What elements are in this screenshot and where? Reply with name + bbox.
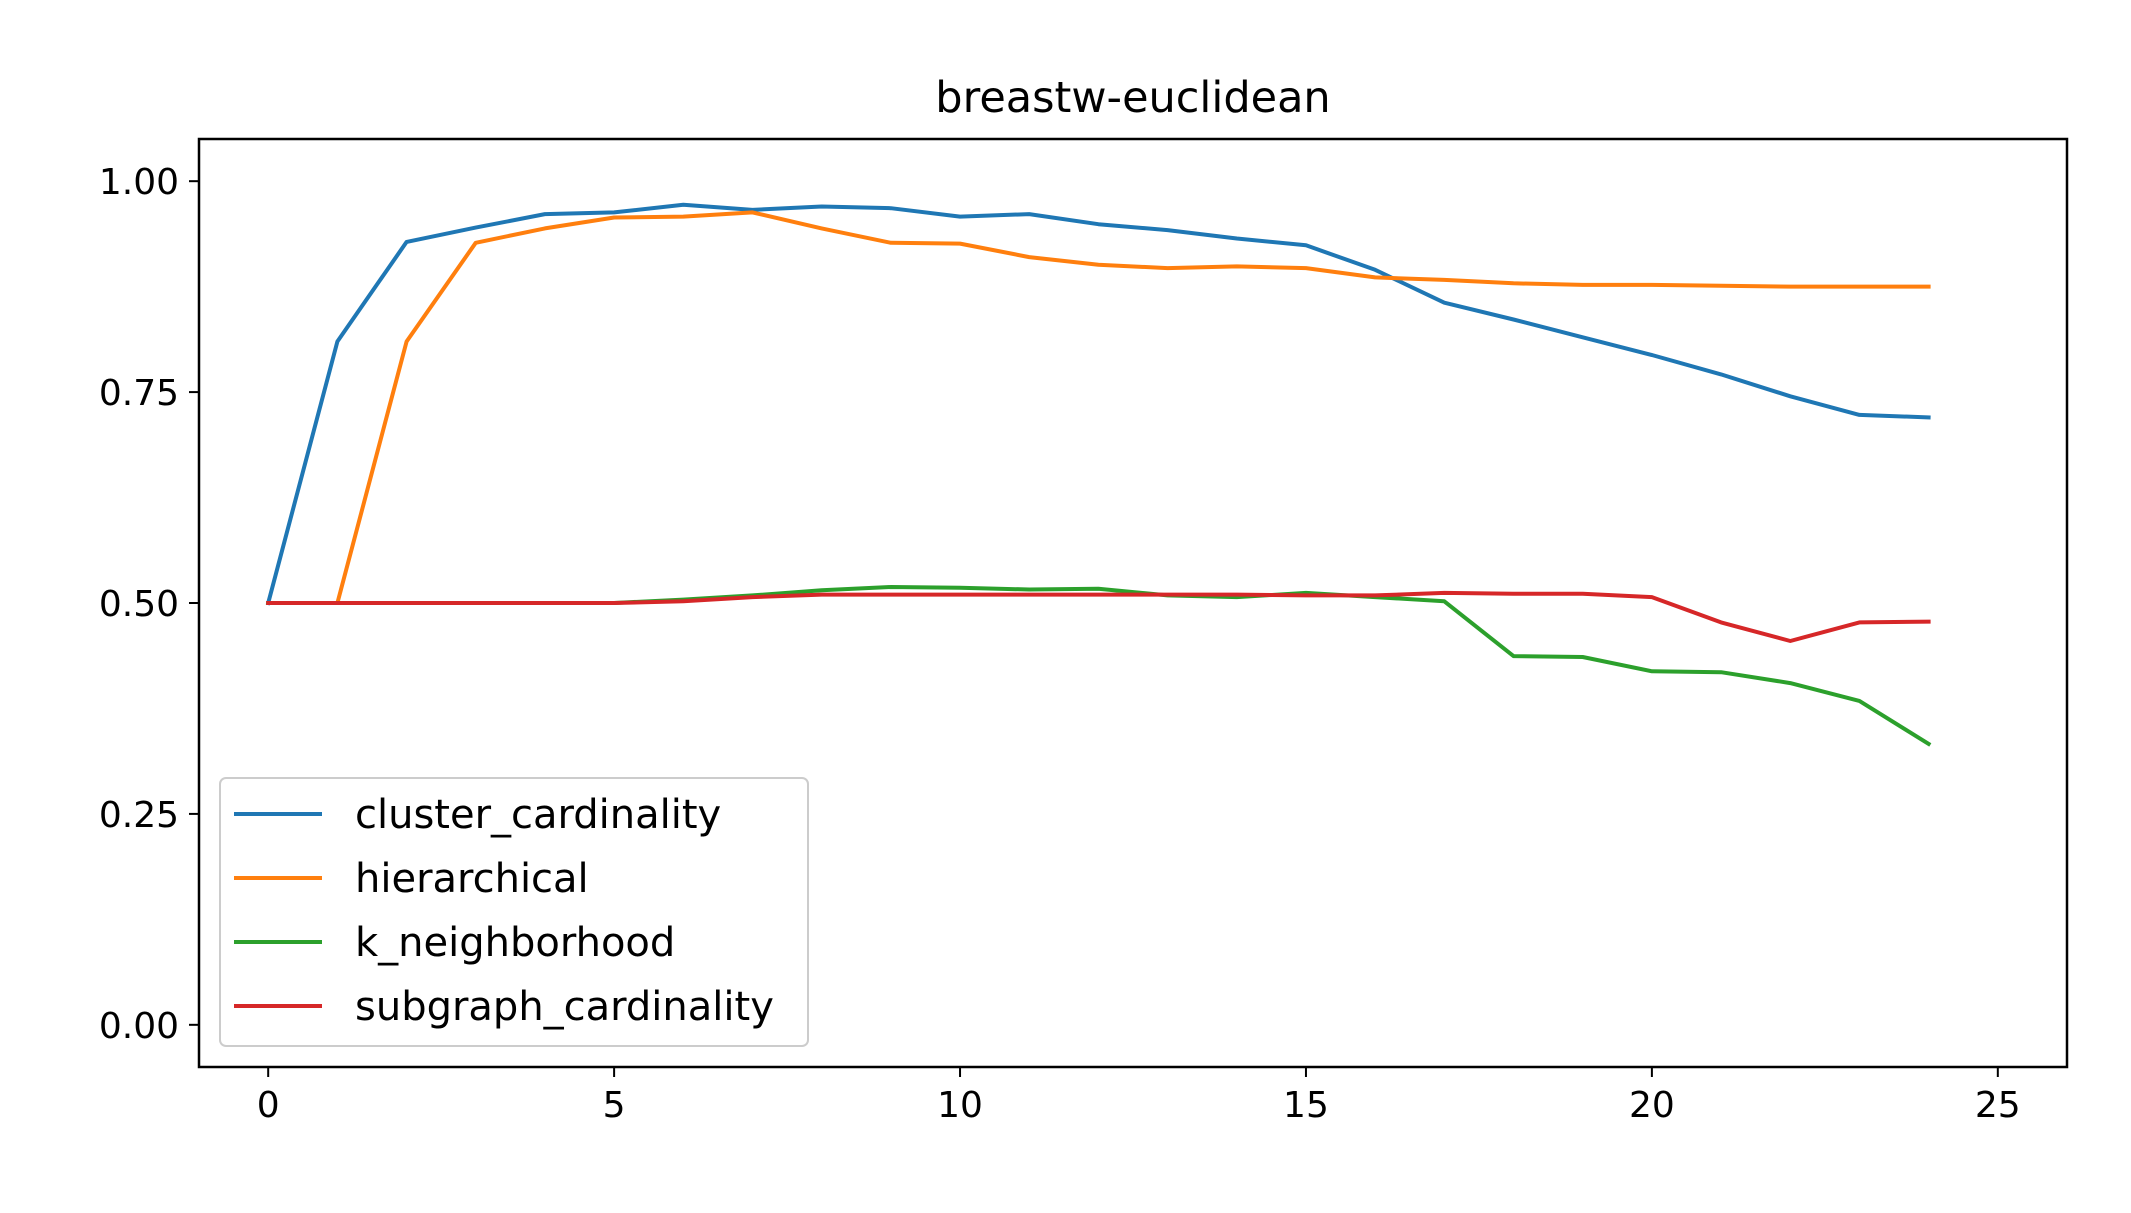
y-tick-label: 0.00 [99,1006,179,1047]
x-tick-label: 20 [1629,1085,1675,1126]
legend-label: k_neighborhood [355,920,675,966]
legend-label: subgraph_cardinality [355,984,774,1030]
x-tick-label: 10 [937,1085,983,1126]
series-line-cluster-cardinality [265,202,1931,606]
y-tick-label: 0.50 [99,584,179,625]
legend-label: cluster_cardinality [355,792,721,838]
chart-title: breastw-euclidean [935,73,1330,123]
series-line-subgraph-cardinality [266,590,1931,643]
axis-ticks: 0 5 10 15 20 25 0.00 0.25 0.50 0.75 1.00 [99,162,2021,1126]
x-tick-label: 25 [1975,1085,2021,1126]
legend-box [219,777,809,1047]
y-tick-label: 0.75 [99,373,179,414]
y-tick-label: 1.00 [99,162,179,203]
x-tick-label: 5 [603,1085,626,1126]
y-tick-label: 0.25 [99,795,179,836]
plot-area-frame [197,137,2069,1069]
x-tick-label: 15 [1283,1085,1329,1126]
legend: cluster_cardinality hierarchical k_neighbo… [219,777,809,1047]
x-tick-label: 0 [257,1085,280,1126]
series-line-hierarchical [266,210,1931,605]
series-lines [265,202,1932,747]
legend-label: hierarchical [355,856,589,902]
